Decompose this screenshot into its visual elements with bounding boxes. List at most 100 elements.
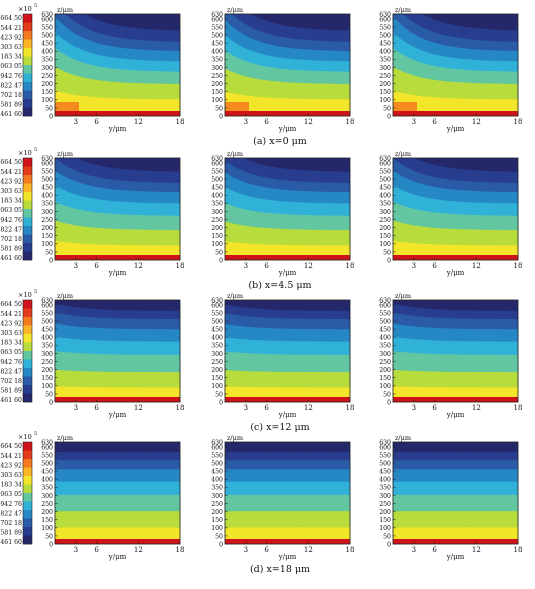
y-tick-label: 600 (211, 160, 223, 167)
colorbar-multiplier: ×10 (18, 433, 32, 441)
x-tick-label: 3 (244, 404, 248, 412)
y-tick-label: 300 (211, 351, 223, 358)
x-tick-label: 12 (134, 404, 143, 412)
colorbar-segment (23, 226, 32, 235)
colorbar-segment (23, 359, 32, 369)
y-tick-label: 50 (383, 249, 391, 256)
y-tick-label: 100 (41, 97, 53, 104)
y-tick-label: 150 (379, 517, 391, 524)
y-tick-label: 0 (219, 113, 223, 120)
x-axis-label: y/μm (446, 553, 465, 561)
colorbar-segment (23, 450, 32, 460)
y-tick-label: 0 (49, 113, 53, 120)
colorbar-segment (23, 334, 32, 343)
y-tick-label: 0 (49, 257, 53, 264)
y-tick-label: 250 (41, 217, 53, 224)
x-tick-label: 6 (264, 404, 269, 412)
colorbar-tick-label: 1.183 34 (0, 198, 22, 205)
colorbar-tick-label: 0.702 18 (0, 520, 22, 527)
colorbar-segment (23, 342, 32, 352)
y-tick-label: 400 (211, 49, 223, 56)
y-tick-label: 250 (379, 359, 391, 366)
colorbar-segment (23, 535, 32, 545)
y-tick-label: 550 (211, 24, 223, 31)
y-tick-label: 100 (41, 525, 53, 532)
y-tick-label: 550 (379, 452, 391, 459)
y-tick-label: 450 (211, 41, 223, 48)
y-axis-label: z/μm (57, 150, 73, 158)
y-tick-label: 400 (41, 335, 53, 342)
x-tick-label: 6 (264, 262, 269, 270)
colorbar-tick-label: 1.544 21 (0, 25, 22, 32)
y-axis-label: z/μm (395, 6, 411, 14)
contour-band-max (55, 397, 180, 402)
x-tick-label: 6 (432, 404, 437, 412)
x-tick-label: 3 (74, 404, 78, 412)
y-tick-label: 50 (215, 391, 223, 398)
colorbar-tick-label: 1.303 63 (0, 188, 22, 195)
contour-band-max (393, 397, 518, 402)
y-tick-label: 450 (41, 185, 53, 192)
y-tick-label: 600 (211, 302, 223, 309)
colorbar-tick-label: 0.581 89 (0, 102, 22, 109)
y-tick-label: 50 (383, 391, 391, 398)
contour-band-max (55, 111, 180, 116)
y-tick-label: 500 (211, 176, 223, 183)
y-tick-label: 0 (49, 541, 53, 548)
y-tick-label: 100 (41, 383, 53, 390)
colorbar-exponent: 5 (34, 147, 37, 153)
y-tick-label: 0 (219, 399, 223, 406)
y-tick-label: 500 (41, 318, 53, 325)
y-axis-label: z/μm (227, 150, 243, 158)
y-tick-label: 50 (215, 249, 223, 256)
y-tick-label: 250 (41, 73, 53, 80)
colorbar-exponent: 5 (34, 289, 37, 295)
y-tick-label: 630 (41, 297, 53, 304)
colorbar-tick-label: 0.461 60 (0, 539, 22, 546)
colorbar-segment (23, 467, 32, 477)
y-tick-label: 500 (211, 318, 223, 325)
colorbar-tick-label: 1.063 05 (0, 63, 22, 70)
y-tick-label: 150 (379, 89, 391, 96)
contour-band-max (393, 255, 518, 260)
colorbar-segment (23, 527, 32, 536)
colorbar-tick-label: 1.303 63 (0, 330, 22, 337)
x-tick-label: 18 (514, 546, 523, 554)
colorbar-segment (23, 234, 32, 244)
y-tick-label: 200 (211, 367, 223, 374)
y-tick-label: 250 (211, 359, 223, 366)
y-tick-label: 100 (379, 241, 391, 248)
colorbar-segment (23, 493, 32, 502)
y-tick-label: 350 (41, 201, 53, 208)
y-tick-label: 0 (387, 541, 391, 548)
colorbar-tick-label: 0.822 47 (0, 510, 22, 517)
x-axis-label: y/μm (108, 553, 127, 561)
row-caption: (a) x=0 μm (253, 136, 307, 147)
y-tick-label: 600 (379, 16, 391, 23)
colorbar-tick-label: 0.822 47 (0, 368, 22, 375)
y-tick-label: 50 (45, 533, 53, 540)
colorbar-segment (23, 351, 32, 360)
y-axis-label: z/μm (57, 434, 73, 442)
y-tick-label: 150 (379, 233, 391, 240)
plot-frame (392, 441, 519, 545)
y-tick-label: 250 (41, 359, 53, 366)
y-tick-label: 250 (379, 73, 391, 80)
colorbar-segment (23, 166, 32, 176)
colorbar-segment (23, 308, 32, 318)
colorbar-frame (22, 13, 33, 117)
colorbar-tick-label: 0.461 60 (0, 397, 22, 404)
hot-spot (393, 102, 417, 111)
colorbar-tick-label: 1.303 63 (0, 472, 22, 479)
colorbar-segment (23, 217, 32, 227)
y-tick-label: 50 (45, 249, 53, 256)
y-tick-label: 450 (41, 41, 53, 48)
x-tick-label: 12 (134, 262, 143, 270)
colorbar-frame (22, 441, 33, 545)
y-tick-label: 200 (41, 367, 53, 374)
colorbar-tick-label: 0.581 89 (0, 530, 22, 537)
x-axis-label: y/μm (278, 411, 297, 419)
colorbar-segment (23, 325, 32, 335)
y-tick-label: 630 (211, 439, 223, 446)
